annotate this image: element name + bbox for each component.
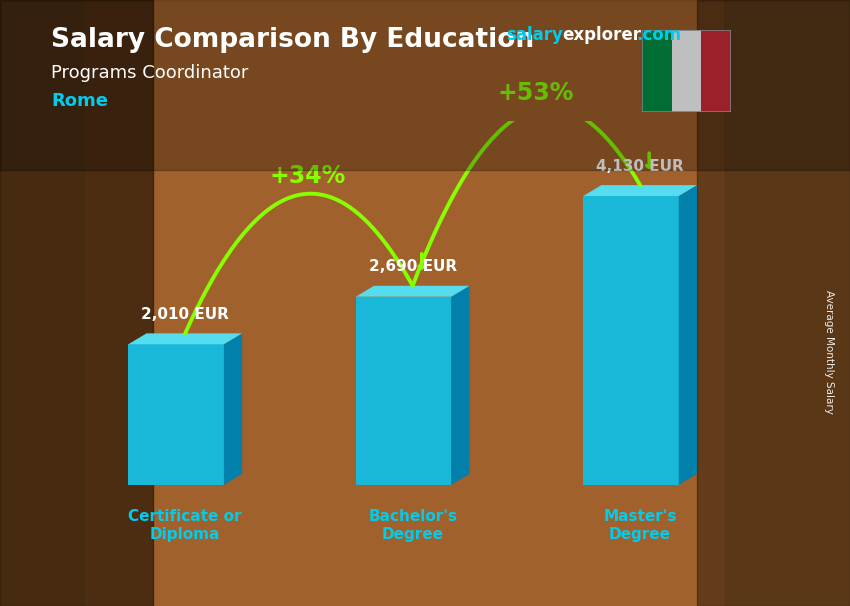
Text: 2,690 EUR: 2,690 EUR xyxy=(369,259,456,274)
Text: Bachelor's
Degree: Bachelor's Degree xyxy=(368,509,457,542)
Polygon shape xyxy=(679,185,697,485)
Text: Rome: Rome xyxy=(51,92,108,110)
Text: Master's
Degree: Master's Degree xyxy=(604,509,677,542)
Bar xyxy=(701,30,731,112)
Text: Certificate or
Diploma: Certificate or Diploma xyxy=(128,509,242,542)
Bar xyxy=(642,30,672,112)
Text: +53%: +53% xyxy=(497,81,574,105)
Text: salary: salary xyxy=(506,26,563,44)
Polygon shape xyxy=(583,185,697,196)
Text: +34%: +34% xyxy=(270,164,346,188)
Text: explorer: explorer xyxy=(563,26,642,44)
Text: .com: .com xyxy=(636,26,681,44)
Text: 4,130 EUR: 4,130 EUR xyxy=(596,159,684,174)
Text: 2,010 EUR: 2,010 EUR xyxy=(141,307,230,322)
Polygon shape xyxy=(356,286,469,297)
Bar xyxy=(672,30,701,112)
Polygon shape xyxy=(224,333,242,485)
Text: Salary Comparison By Education: Salary Comparison By Education xyxy=(51,27,534,53)
Polygon shape xyxy=(451,286,469,485)
Polygon shape xyxy=(356,297,451,485)
Polygon shape xyxy=(583,196,679,485)
Text: Programs Coordinator: Programs Coordinator xyxy=(51,64,248,82)
Text: Average Monthly Salary: Average Monthly Salary xyxy=(824,290,834,413)
Polygon shape xyxy=(128,344,224,485)
Polygon shape xyxy=(128,333,242,344)
